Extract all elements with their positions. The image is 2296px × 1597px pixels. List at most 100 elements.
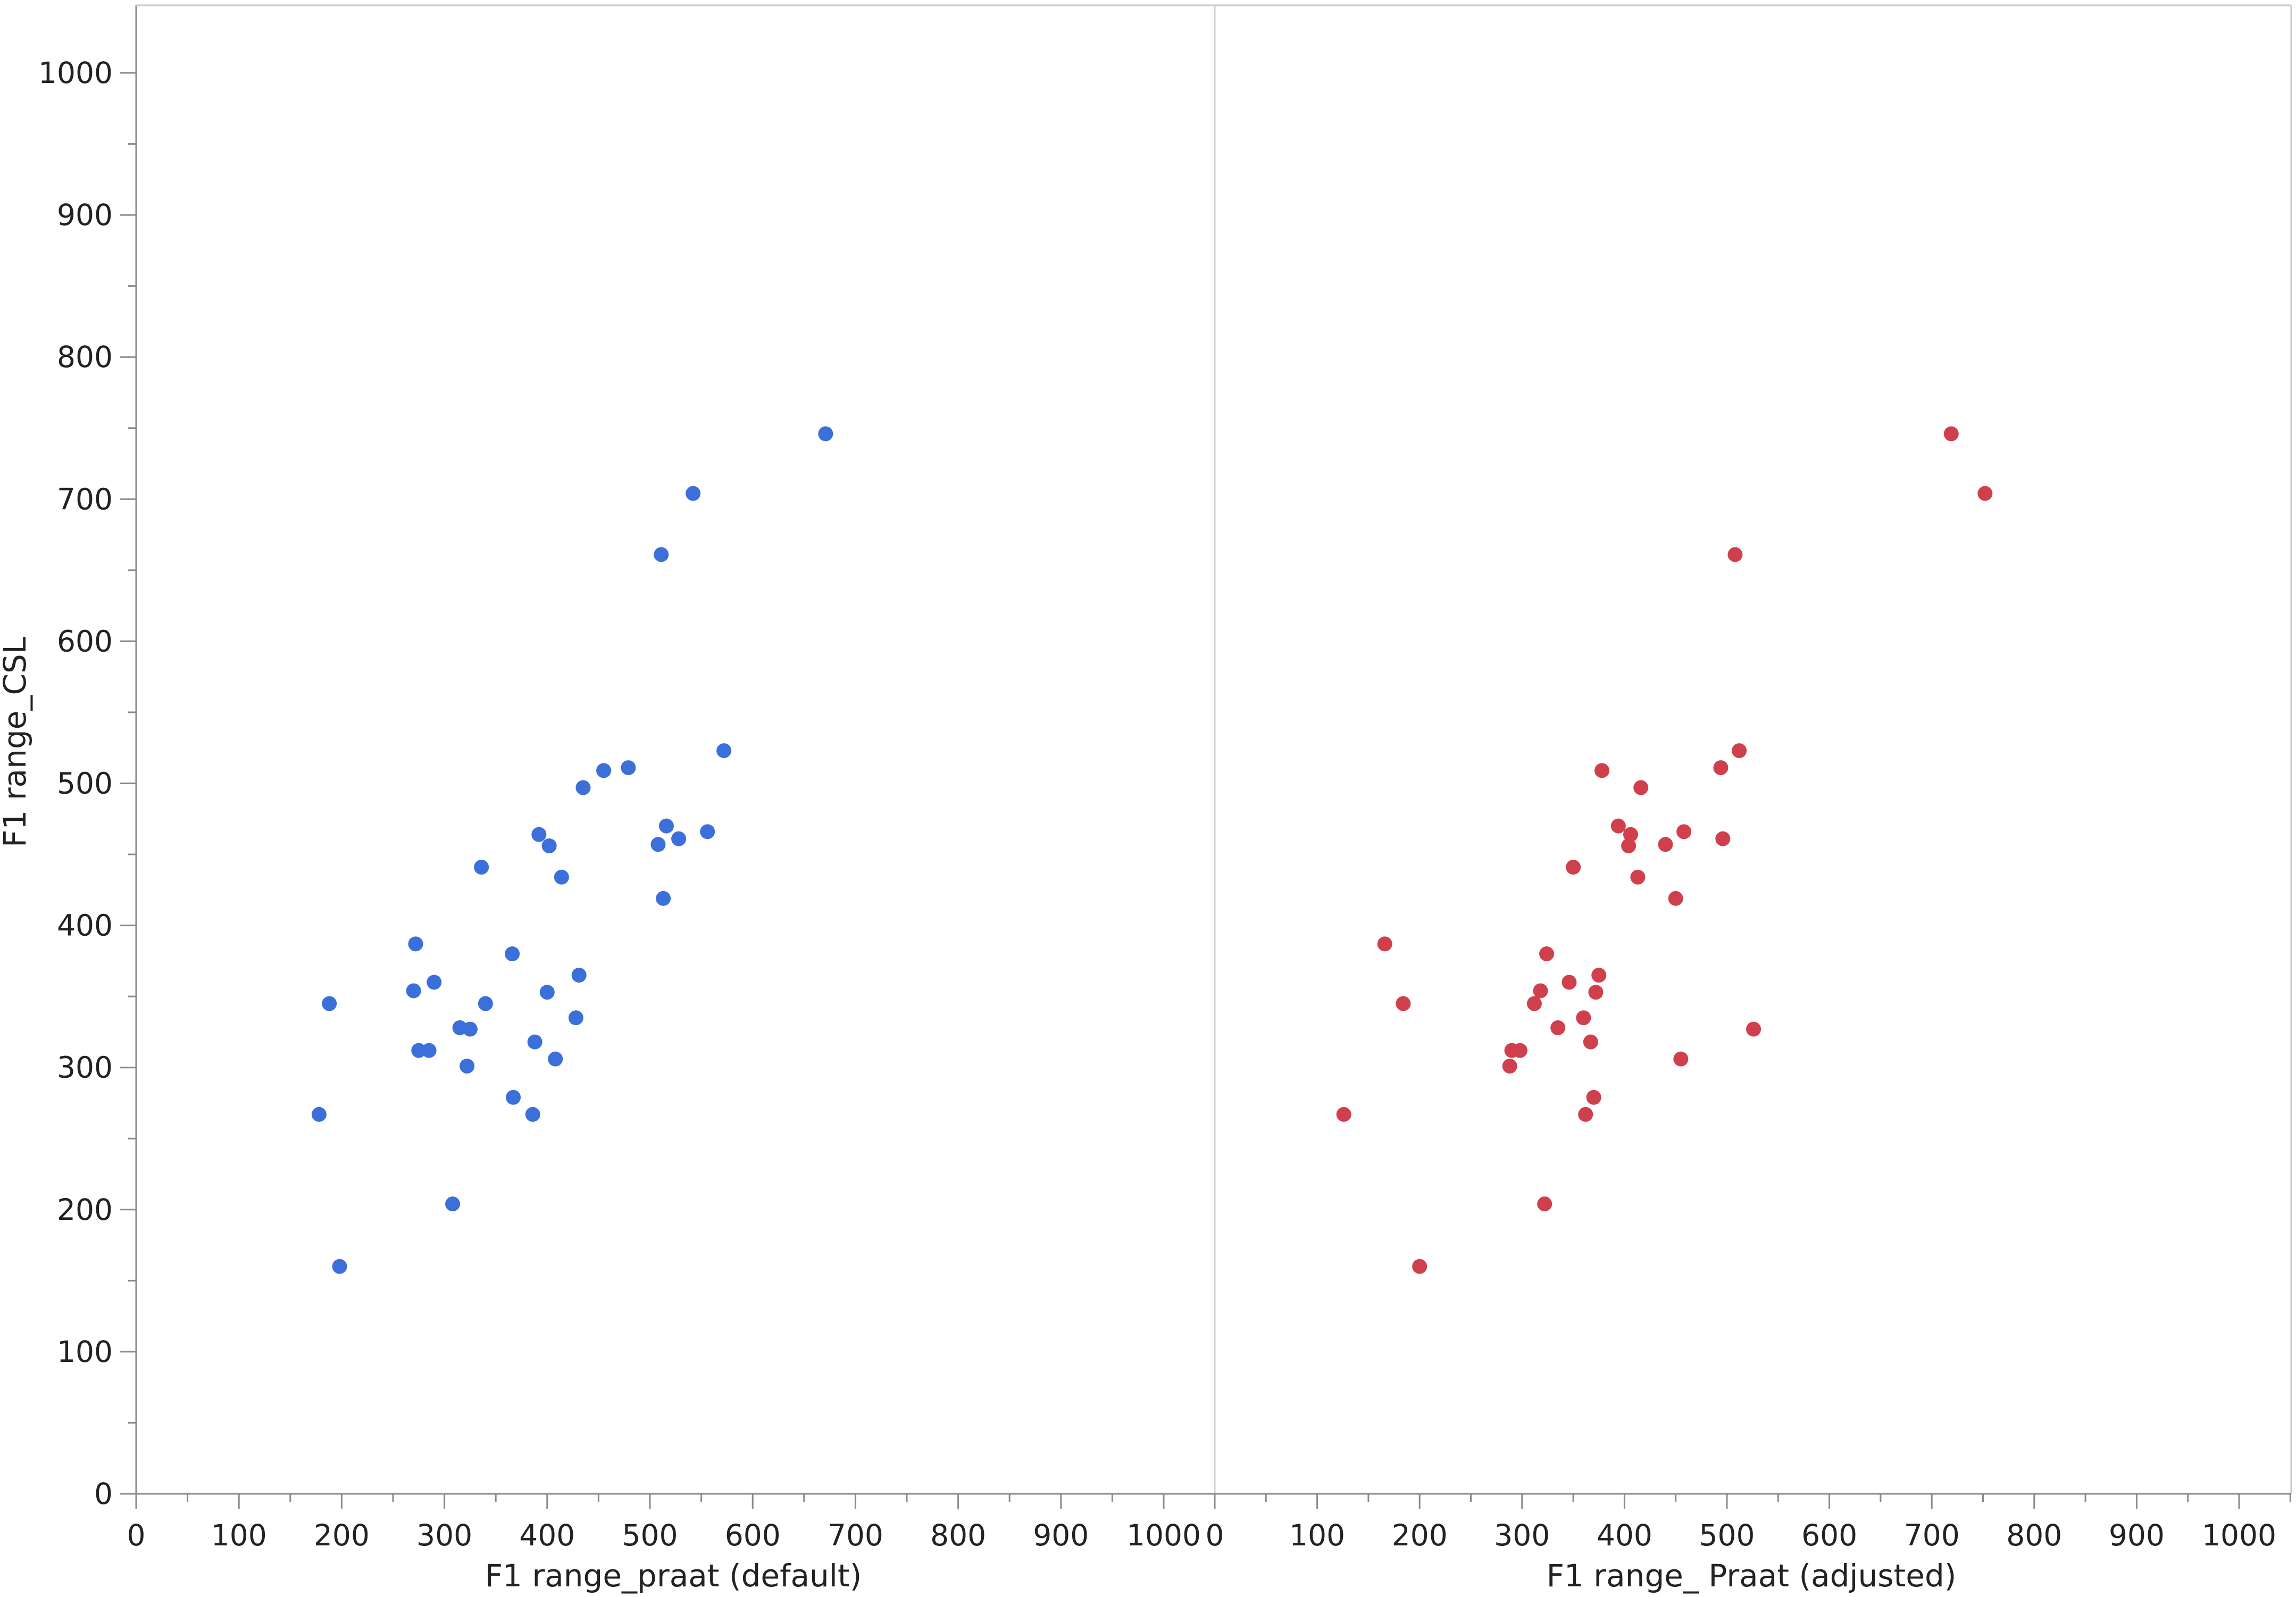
x-tick-label: 1000 xyxy=(2202,1518,2276,1552)
y-tick-label: 700 xyxy=(57,482,113,516)
x-tick-label: 200 xyxy=(314,1518,370,1552)
x-tick-label: 900 xyxy=(1033,1518,1089,1552)
data-point-adjusted xyxy=(1526,996,1542,1011)
y-tick-label: 600 xyxy=(57,624,113,658)
y-tick-label: 200 xyxy=(57,1193,113,1227)
data-point-default xyxy=(322,996,337,1011)
x-tick-label: 900 xyxy=(2109,1518,2165,1552)
data-point-default xyxy=(505,946,520,962)
marks-layer xyxy=(311,426,1993,1274)
x-tick-label: 0 xyxy=(127,1518,146,1552)
data-point-default xyxy=(654,547,669,562)
x-tick-label: 200 xyxy=(1392,1518,1448,1552)
data-point-adjusted xyxy=(1621,838,1637,854)
data-point-default xyxy=(656,891,671,906)
data-point-default xyxy=(332,1259,347,1274)
data-point-adjusted xyxy=(1412,1259,1427,1274)
data-point-default xyxy=(406,983,421,999)
data-point-adjusted xyxy=(1746,1021,1761,1037)
data-point-adjusted xyxy=(1539,946,1555,962)
data-point-default xyxy=(686,486,701,501)
data-point-default xyxy=(539,985,555,1000)
data-point-adjusted xyxy=(1732,743,1747,759)
x-tick-label: 800 xyxy=(2006,1518,2062,1552)
data-point-adjusted xyxy=(1713,760,1729,776)
y-tick-label: 1000 xyxy=(38,56,113,90)
data-point-default xyxy=(506,1089,521,1105)
data-point-adjusted xyxy=(1658,837,1673,852)
data-point-default xyxy=(474,860,489,875)
data-point-default xyxy=(478,996,493,1011)
data-point-adjusted xyxy=(1586,1089,1601,1105)
data-point-adjusted xyxy=(1673,1051,1689,1067)
x-axis-label-right: F1 range_ Praat (adjusted) xyxy=(1547,1558,1957,1594)
data-point-default xyxy=(411,1043,427,1058)
y-tick-label: 300 xyxy=(57,1051,113,1085)
data-point-adjusted xyxy=(1610,818,1626,834)
data-point-default xyxy=(650,837,666,852)
data-point-default xyxy=(311,1107,327,1122)
data-point-adjusted xyxy=(1537,1196,1552,1212)
y-tick-label: 100 xyxy=(57,1335,113,1369)
data-point-default xyxy=(527,1034,542,1050)
x-tick-label: 500 xyxy=(622,1518,678,1552)
data-point-default xyxy=(568,1010,583,1026)
data-point-default xyxy=(575,780,591,795)
data-point-adjusted xyxy=(1727,547,1743,562)
data-point-adjusted xyxy=(1630,869,1646,885)
x-tick-label: 0 xyxy=(1206,1518,1224,1552)
data-point-default xyxy=(671,831,687,846)
data-point-default xyxy=(818,426,833,442)
data-point-default xyxy=(408,936,423,952)
data-point-adjusted xyxy=(1533,983,1548,999)
x-tick-label: 400 xyxy=(519,1518,575,1552)
data-point-default xyxy=(596,763,612,778)
data-point-adjusted xyxy=(1623,827,1638,842)
data-point-adjusted xyxy=(1591,968,1607,983)
data-point-default xyxy=(445,1196,461,1212)
data-point-adjusted xyxy=(1594,763,1610,778)
data-point-adjusted xyxy=(1562,975,1577,990)
data-point-adjusted xyxy=(1676,824,1692,839)
data-point-adjusted xyxy=(1502,1059,1517,1074)
y-tick-label: 900 xyxy=(57,198,113,232)
data-point-adjusted xyxy=(1977,486,1993,501)
data-point-default xyxy=(427,975,442,990)
data-point-adjusted xyxy=(1943,426,1959,442)
data-point-adjusted xyxy=(1336,1107,1351,1122)
data-point-default xyxy=(460,1059,475,1074)
data-point-adjusted xyxy=(1566,860,1581,875)
data-point-default xyxy=(716,743,732,759)
data-point-default xyxy=(531,827,547,842)
data-point-adjusted xyxy=(1550,1020,1566,1035)
x-tick-label: 100 xyxy=(211,1518,267,1552)
data-point-adjusted xyxy=(1668,891,1683,906)
data-point-adjusted xyxy=(1377,936,1392,952)
data-point-default xyxy=(541,838,557,854)
data-point-adjusted xyxy=(1512,1043,1527,1058)
x-tick-label: 600 xyxy=(1801,1518,1857,1552)
x-tick-label: 300 xyxy=(416,1518,472,1552)
y-tick-label: 400 xyxy=(57,909,113,943)
data-point-default xyxy=(548,1051,563,1067)
data-point-default xyxy=(554,869,569,885)
y-tick-label: 0 xyxy=(94,1477,113,1511)
x-tick-label: 400 xyxy=(1597,1518,1652,1552)
x-tick-label: 1000 xyxy=(1126,1518,1201,1552)
y-tick-label: 800 xyxy=(57,340,113,374)
data-point-default xyxy=(658,818,674,834)
x-tick-label: 500 xyxy=(1699,1518,1755,1552)
y-axis-label: F1 range_CSL xyxy=(0,637,33,847)
data-point-adjusted xyxy=(1578,1107,1593,1122)
data-point-adjusted xyxy=(1396,996,1411,1011)
x-tick-label: 700 xyxy=(828,1518,883,1552)
data-point-adjusted xyxy=(1588,985,1604,1000)
x-tick-label: 300 xyxy=(1494,1518,1550,1552)
x-tick-label: 100 xyxy=(1289,1518,1345,1552)
labels-layer: F1 range_CSL F1 range_praat (default) F1… xyxy=(0,637,1956,1594)
x-tick-label: 700 xyxy=(1904,1518,1960,1552)
data-point-adjusted xyxy=(1576,1010,1591,1026)
